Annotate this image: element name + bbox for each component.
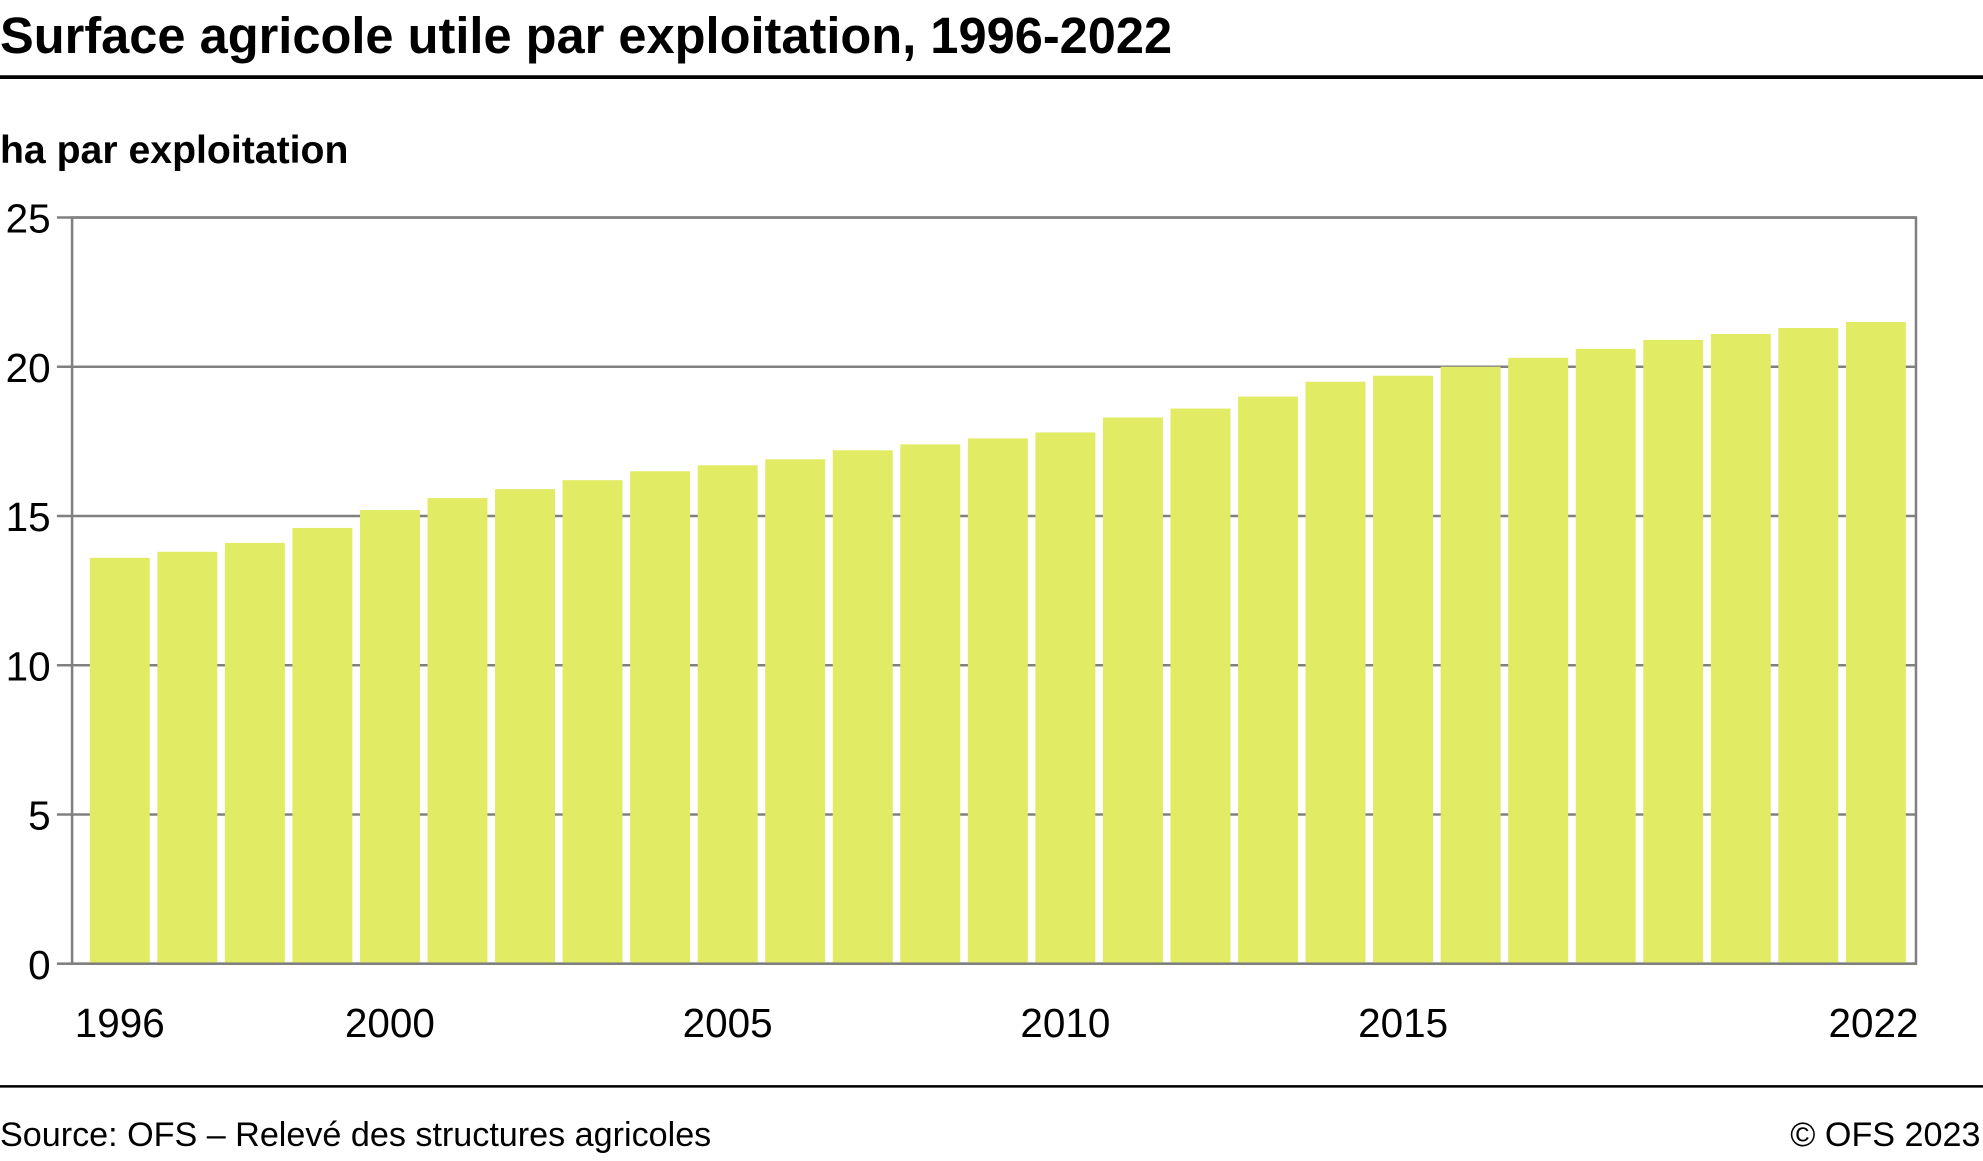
bar-1998 (224, 542, 285, 964)
bar-2006 (765, 459, 826, 964)
bar-1996 (89, 557, 150, 964)
bar-2000 (359, 510, 420, 964)
bar-2021 (1778, 327, 1839, 964)
y-tick-label: 25 (6, 196, 51, 242)
bar-2022 (1845, 322, 1906, 964)
x-tick-label: 2015 (1358, 1000, 1448, 1046)
bars (89, 322, 1906, 964)
plot-frame (70, 216, 1918, 965)
x-tick-label: 2022 (1829, 1000, 1919, 1046)
y-tick-label: 0 (28, 942, 50, 988)
source-note: Source: OFS – Relevé des structures agri… (0, 1116, 711, 1154)
bar-2014 (1305, 381, 1366, 964)
bar-2008 (900, 444, 961, 964)
bar-2013 (1238, 396, 1298, 964)
copyright: © OFS 2023 (1790, 1116, 1980, 1154)
bar-2018 (1575, 348, 1636, 964)
y-tick-label: 15 (6, 494, 51, 540)
bar-2001 (427, 498, 488, 964)
bar-1999 (292, 527, 353, 964)
x-tick-label: 1996 (75, 1000, 165, 1046)
bar-2020 (1710, 333, 1771, 964)
bar-2019 (1643, 339, 1704, 964)
x-ticks: 1996 2000 2005 2010 2015 2022 (75, 1000, 1919, 1046)
y-tick-label: 10 (6, 643, 51, 689)
bar-2003 (562, 480, 623, 964)
bar-2016 (1440, 366, 1501, 964)
bar-2004 (630, 471, 691, 964)
bar-2002 (495, 489, 556, 964)
bar-2012 (1170, 408, 1231, 964)
bar-2011 (1102, 417, 1163, 964)
chart-title: Surface agricole utile par exploitation,… (0, 7, 1172, 64)
bar-2007 (832, 450, 893, 964)
bar-2010 (1035, 432, 1096, 964)
y-tick-label: 20 (6, 345, 51, 391)
bar-2017 (1508, 357, 1569, 964)
bar-2005 (697, 465, 758, 964)
y-tick-label: 5 (28, 793, 50, 839)
bar-2015 (1373, 375, 1434, 964)
x-tick-label: 2000 (345, 1000, 435, 1046)
x-tick-label: 2010 (1020, 1000, 1110, 1046)
bar-1997 (157, 551, 218, 964)
y-axis-label: ha par exploitation (0, 129, 348, 172)
x-tick-label: 2005 (683, 1000, 773, 1046)
bar-2009 (967, 438, 1028, 964)
y-ticks: 0 5 10 15 20 25 (6, 196, 51, 988)
